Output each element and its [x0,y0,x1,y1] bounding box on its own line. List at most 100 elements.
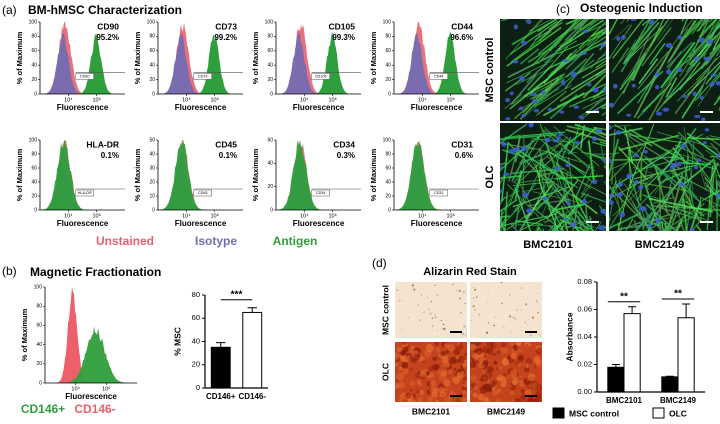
nucleus [681,144,686,149]
fiber [585,206,589,231]
significance: ** [620,291,628,302]
nucleus [573,105,580,109]
fiber [619,69,636,91]
flow-histogram: CD73 0 20 40 60 80 100 10⁴ 10⁶ % of Maximum Fluore… [133,19,243,112]
nucleus [602,88,606,93]
stain-spot [435,347,441,353]
fiber [622,131,659,172]
fiber [535,163,543,193]
stain-spot [470,319,472,321]
stain-spot [534,398,539,402]
fiber [526,52,558,84]
stain-spot [452,377,460,384]
fiber [604,226,606,230]
nucleus [648,19,655,25]
y-tick-label: 80 [385,151,391,157]
fiber [514,187,532,231]
y-tick-label: 60 [149,48,155,54]
y-tick-label: 0 [270,91,273,97]
fiber [656,128,697,181]
stain-spot [449,356,457,365]
stain-spot [487,387,492,393]
fluorescence-image [500,123,606,231]
fiber [546,149,586,174]
marker-percent: 0.3% [337,151,355,160]
stain-spot [520,375,523,378]
fiber [626,28,661,62]
fiber [579,166,595,201]
fiber [565,58,588,78]
nucleus [512,60,519,64]
fiber [500,199,518,213]
stain-spot [499,342,507,349]
fiber [565,128,606,143]
nucleus [666,69,672,75]
fiber [712,34,720,51]
nucleus [616,192,623,197]
stain-spot [435,316,437,318]
error-bar [216,342,226,348]
fiber [543,175,591,209]
fiber [682,198,688,231]
fiber [609,19,619,35]
fiber [510,74,538,106]
stain-spot [405,392,412,399]
stain-spot [424,349,432,357]
x-tick-label: 10⁴ [64,96,73,103]
stain-spot [470,342,475,345]
nucleus [554,166,562,171]
stain-spot [458,297,461,300]
stain-spot [470,343,476,351]
stain-spot [464,334,467,336]
stain-spot [474,288,477,291]
stain-spot [513,398,521,402]
fiber [593,126,606,131]
stain-spot [496,366,501,371]
nucleus [677,35,683,40]
fiber [511,19,559,46]
y-tick-label: 100 [383,19,392,25]
stain-spot [441,356,449,363]
fiber [692,43,712,67]
stain-spot [473,286,475,289]
isotype-curve [394,33,479,94]
column-label: BMC2101 [523,239,573,251]
x-tick-label: 10⁶ [446,212,454,219]
nucleus [562,217,568,221]
nucleus [609,193,615,198]
fiber [699,196,720,207]
y-tick-label: 100 [147,19,156,25]
nucleus [508,148,516,154]
fiber [546,156,592,190]
stain-spot [473,385,478,390]
stain-spot [479,378,483,382]
fiber [599,141,606,145]
fiber [553,209,558,231]
stain-spot [462,389,467,395]
fiber [633,230,638,231]
stain-spot [485,331,489,334]
fiber [681,155,689,207]
stain-spot [535,345,542,353]
y-tick-label: 100 [29,137,38,143]
nucleus [696,158,702,163]
stain-spot [520,347,523,351]
stain-spot [521,309,523,311]
fiber [639,152,643,201]
fiber [688,159,717,171]
fiber [554,175,604,180]
bar [242,311,263,389]
gate-label: CD90 [80,75,90,79]
fiber [542,92,585,117]
fiber [537,164,577,224]
fiber [642,217,669,231]
y-tick-label: 40 [149,151,155,157]
stain-spot [453,368,457,371]
flow-histogram: CD105 0 20 40 60 80 100 10⁴ 10⁶ % of Maximum Fluor… [251,19,361,112]
fiber [674,144,720,167]
fiber [540,139,594,184]
fiber [564,19,589,42]
fiber [548,225,558,231]
stain-spot [524,321,527,323]
